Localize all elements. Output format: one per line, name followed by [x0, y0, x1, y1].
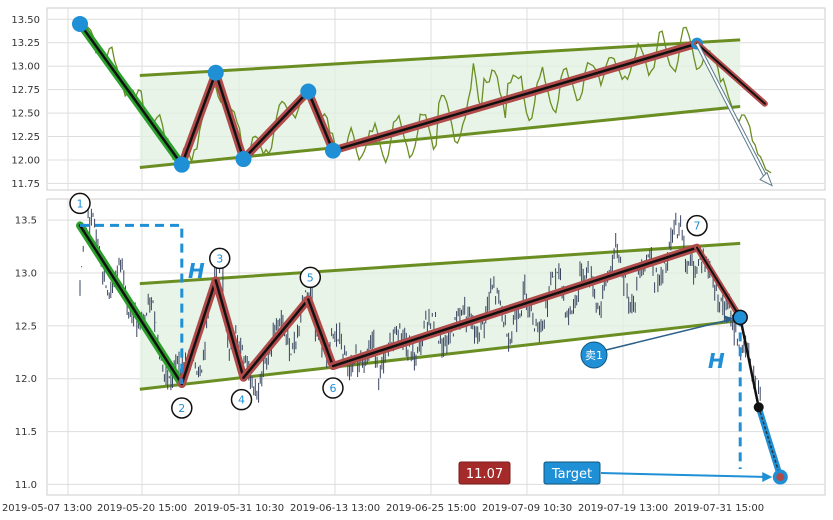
- pivot-marker: [72, 15, 88, 32]
- h-label-left: H: [188, 259, 205, 283]
- pivot-marker: [324, 142, 341, 159]
- pivot-label-circle: [686, 214, 708, 237]
- bottom-zigzag: [76, 221, 701, 388]
- target-label-box: Target: [543, 461, 601, 485]
- y-tick-label: 13.5: [15, 216, 37, 227]
- bottom-chart-panel: 11.0 11.5 12.0 12.5 13.0 13.5 2019-05-07 13:0…: [2, 192, 826, 514]
- pivot-label-circle: [230, 388, 253, 411]
- y-tick-label: 13.50: [11, 15, 40, 26]
- h-label-right: H: [708, 349, 725, 373]
- pivot-marker: [173, 156, 190, 173]
- y-tick-label: 12.50: [11, 109, 40, 120]
- y-tick-label: 13.0: [15, 269, 37, 280]
- target-value: 11.07: [466, 467, 503, 482]
- top-chart-panel: 11.75 12.00 12.25 12.50 12.75 13.00 13.25 13.50: [11, 7, 826, 191]
- pivot-label-circle: [322, 377, 344, 399]
- zigzag-leg-inner: [242, 90, 310, 161]
- y-tick-label: 13.25: [11, 38, 40, 49]
- pivot-label-number: 5: [307, 271, 314, 284]
- x-tick-label: 2019-06-25 15:00: [386, 503, 476, 514]
- zigzag-leg-inner: [307, 298, 335, 368]
- bottom-x-axis: 2019-05-07 13:00 2019-05-20 15:00 2019-05-…: [2, 503, 764, 514]
- stop-marker: [753, 402, 764, 413]
- zigzag-leg-inner: [214, 71, 245, 161]
- bottom-y-axis: 11.0 11.5 12.0 12.5 13.0 13.5: [15, 216, 37, 491]
- sell-badge: 卖1: [580, 341, 608, 369]
- target-arrow: [600, 472, 769, 479]
- y-tick-label: 12.00: [11, 155, 40, 166]
- sell-arrow-head: [724, 315, 734, 324]
- y-tick-label: 11.5: [15, 427, 37, 438]
- y-tick-label: 12.5: [15, 321, 37, 332]
- pivot-marker: [300, 83, 317, 100]
- pivot-label-number: 7: [694, 220, 701, 233]
- top-y-axis: 11.75 12.00 12.25 12.50 12.75 13.00 13.25 13.50: [11, 15, 40, 190]
- pivot-marker: [207, 64, 224, 81]
- y-tick-label: 11.0: [15, 480, 37, 491]
- projection-arrow-head: [759, 171, 773, 187]
- x-tick-label: 2019-05-20 15:00: [97, 503, 187, 514]
- breakout-marker: [732, 309, 748, 326]
- x-tick-label: 2019-05-07 13:00: [2, 503, 92, 514]
- breakdown-leg-inner: [696, 246, 742, 319]
- zigzag-leg-inner: [242, 298, 310, 379]
- zigzag-leg-inner: [331, 42, 699, 152]
- pivot-label-number: 1: [77, 197, 84, 210]
- pivot-label-number: 2: [178, 402, 185, 415]
- bottom-pivot-labels: 1 2 3 4 5 6 7: [69, 192, 708, 419]
- x-tick-label: 2019-07-31 15:00: [674, 503, 764, 514]
- pivot-label-circle: [299, 266, 322, 289]
- zigzag-leg-inner: [78, 224, 184, 386]
- zigzag-leg-inner: [307, 90, 335, 152]
- pivot-label-circle: [69, 192, 91, 215]
- projection-leg-inner: [696, 42, 766, 105]
- zigzag-leg-inner: [214, 279, 245, 379]
- h-dashed-left: [80, 223, 184, 384]
- x-tick-label: 2019-06-13 13:00: [290, 503, 380, 514]
- zigzag-leg-inner: [331, 246, 699, 368]
- x-tick-label: 2019-05-31 10:30: [194, 503, 284, 514]
- pivot-label-number: 4: [238, 394, 245, 407]
- y-tick-label: 11.75: [11, 179, 40, 190]
- top-projection-arrow: [694, 40, 773, 187]
- pivot-marker: [235, 151, 252, 168]
- target-leg-inner: [757, 407, 782, 478]
- target-value-box: 11.07: [458, 461, 511, 485]
- pivot-label-circle: [208, 247, 231, 270]
- y-tick-label: 12.75: [11, 85, 40, 96]
- pivot-label-number: 6: [329, 382, 336, 395]
- x-tick-label: 2019-07-19 13:00: [578, 503, 668, 514]
- y-tick-label: 13.00: [11, 62, 40, 73]
- target-marker-inner: [776, 473, 785, 482]
- x-tick-label: 2019-07-09 10:30: [482, 503, 572, 514]
- pivot-label-number: 3: [216, 252, 223, 265]
- zigzag-leg-inner: [180, 71, 217, 166]
- sell-arrow: [605, 318, 732, 351]
- target-label: Target: [551, 467, 592, 482]
- y-tick-label: 12.25: [11, 132, 40, 143]
- zigzag-leg-inner: [78, 22, 184, 166]
- target-arrow-head: [762, 472, 773, 483]
- sell-label: 卖1: [585, 349, 603, 362]
- projection-arrow-shaft-inner: [696, 43, 769, 183]
- channel-upper-line: [139, 241, 741, 286]
- pivot-label-circle: [171, 397, 193, 419]
- zigzag-leg-inner: [180, 279, 217, 386]
- top-zigzag: [76, 19, 701, 169]
- y-tick-label: 12.0: [15, 374, 37, 385]
- drop-leg: [738, 317, 760, 408]
- bottom-annotations: [80, 223, 788, 485]
